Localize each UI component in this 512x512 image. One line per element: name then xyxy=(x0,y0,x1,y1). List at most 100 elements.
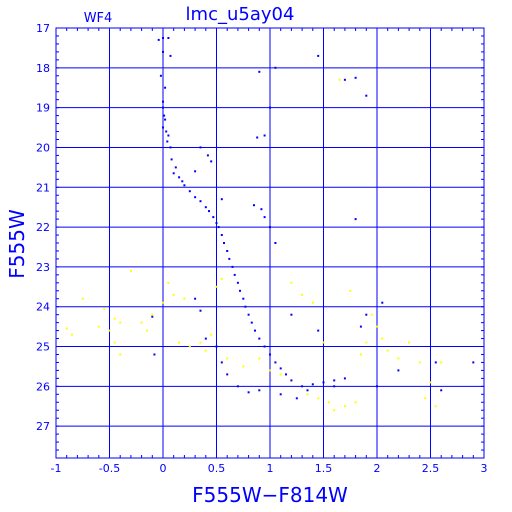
data-point xyxy=(258,357,261,360)
data-point xyxy=(103,307,106,310)
data-point xyxy=(215,285,218,288)
data-point xyxy=(174,166,177,169)
data-point xyxy=(418,361,421,364)
data-point xyxy=(236,385,239,388)
data-point xyxy=(359,325,362,328)
data-point xyxy=(256,136,259,139)
data-point xyxy=(210,333,213,336)
data-point xyxy=(365,341,368,344)
data-point xyxy=(338,78,341,81)
data-point xyxy=(226,357,229,360)
data-point xyxy=(260,208,263,211)
data-point xyxy=(194,170,197,173)
data-point xyxy=(333,379,336,382)
tick-marks xyxy=(55,27,485,459)
data-point xyxy=(178,176,181,179)
data-point xyxy=(165,130,168,133)
y-tick-label: 19 xyxy=(36,102,50,115)
data-points xyxy=(65,37,475,412)
data-point xyxy=(208,210,210,213)
data-point xyxy=(226,250,229,252)
data-point xyxy=(279,393,282,396)
data-point xyxy=(199,200,202,203)
data-point xyxy=(226,373,229,376)
data-point xyxy=(119,353,122,356)
data-point xyxy=(162,126,164,129)
data-point xyxy=(247,391,250,394)
data-point xyxy=(113,341,116,344)
data-point xyxy=(157,38,160,41)
data-point xyxy=(263,345,266,348)
data-point xyxy=(333,409,336,412)
data-point xyxy=(306,389,309,392)
data-point xyxy=(145,329,148,332)
data-point xyxy=(210,160,213,163)
data-point xyxy=(170,158,173,161)
data-point xyxy=(188,190,191,193)
data-point xyxy=(274,242,277,244)
data-point xyxy=(301,385,304,388)
data-point xyxy=(381,301,384,304)
data-point xyxy=(167,281,170,284)
data-point xyxy=(254,329,256,332)
data-point xyxy=(258,70,261,73)
y-tick-label: 24 xyxy=(36,301,50,314)
data-point xyxy=(239,289,241,292)
x-tick-labels: -1 -0.5 0 0.5 1 1.5 2 2.5 3 xyxy=(51,462,488,475)
data-point xyxy=(333,385,336,388)
data-point xyxy=(279,367,282,370)
y-tick-label: 20 xyxy=(36,141,50,154)
data-point xyxy=(263,134,266,137)
y-tick-label: 26 xyxy=(36,380,50,393)
data-point xyxy=(228,257,231,260)
x-tick-label: 0.5 xyxy=(208,462,226,475)
data-point xyxy=(233,273,236,276)
data-point xyxy=(269,106,271,109)
x-tick-label: 0 xyxy=(160,462,167,475)
chart-title: lmc_u5ay04 xyxy=(186,4,295,25)
y-tick-label: 21 xyxy=(36,181,50,194)
data-point xyxy=(108,329,111,332)
data-point xyxy=(429,381,432,384)
data-point xyxy=(440,389,443,392)
data-point xyxy=(215,222,218,225)
data-point xyxy=(97,325,100,328)
x-tick-label: -1 xyxy=(51,462,62,475)
x-tick-label: 3 xyxy=(481,462,488,475)
data-point xyxy=(317,329,320,332)
grid-lines xyxy=(55,27,485,458)
data-point xyxy=(434,361,437,364)
data-point xyxy=(258,337,261,340)
data-point xyxy=(269,353,271,356)
data-point xyxy=(188,345,191,348)
x-tick-label: 2.5 xyxy=(422,462,440,475)
data-point xyxy=(183,297,186,300)
data-point xyxy=(217,226,220,229)
x-axis-label: F555W−F814W xyxy=(192,483,348,507)
data-point xyxy=(199,309,202,312)
data-point xyxy=(167,134,170,137)
data-point xyxy=(163,114,166,117)
data-point xyxy=(223,242,225,244)
data-point xyxy=(365,94,368,97)
y-tick-label: 25 xyxy=(36,341,50,354)
data-point xyxy=(311,383,314,386)
data-point xyxy=(269,369,271,372)
data-point xyxy=(285,373,287,376)
data-point xyxy=(204,349,207,352)
data-point xyxy=(81,297,84,300)
x-tick-label: 1.5 xyxy=(315,462,333,475)
data-point xyxy=(215,345,218,348)
data-point xyxy=(343,78,346,81)
data-point xyxy=(164,118,167,121)
data-point xyxy=(290,379,293,382)
data-point xyxy=(317,54,320,57)
data-point xyxy=(220,277,223,280)
x-tick-label: -0.5 xyxy=(99,462,120,475)
chart-subtitle: WF4 xyxy=(84,11,113,26)
data-point xyxy=(354,218,357,221)
y-tick-label: 17 xyxy=(36,22,50,35)
data-point xyxy=(242,297,245,300)
data-point xyxy=(376,325,378,328)
x-tick-label: 2 xyxy=(374,462,381,475)
